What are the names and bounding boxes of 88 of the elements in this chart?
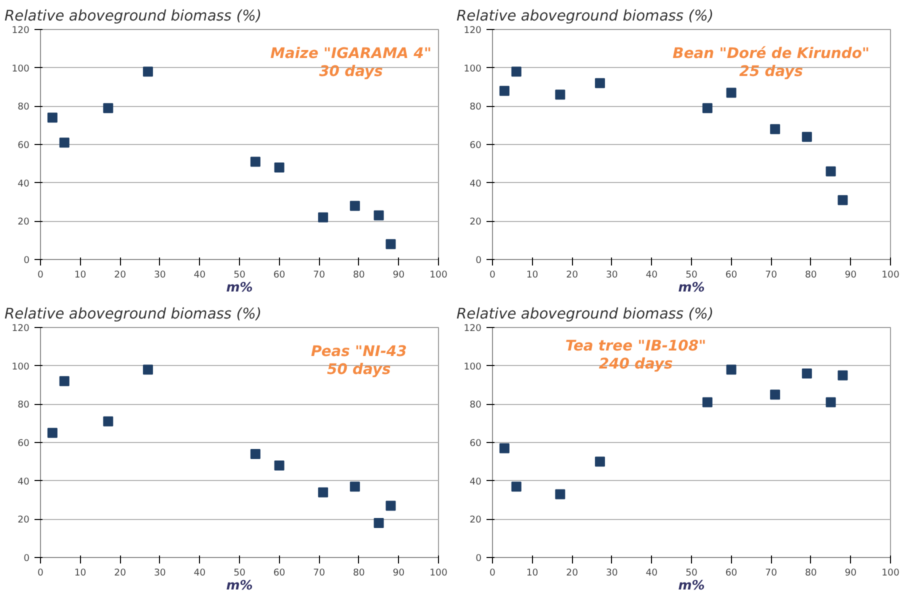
x-tick-label: 40 xyxy=(646,270,658,280)
y-tick-label: 80 xyxy=(18,102,30,113)
x-tick-label: 30 xyxy=(154,270,166,280)
y-tick-label: 100 xyxy=(12,63,30,74)
y-tick-label: 20 xyxy=(18,514,30,526)
y-tick-label: 120 xyxy=(464,25,482,36)
y-axis-title: Relative aboveground biomass (%) xyxy=(456,8,714,24)
x-tick-label: 30 xyxy=(606,568,618,578)
x-tick-label: 60 xyxy=(273,270,286,280)
y-tick-label: 120 xyxy=(12,323,30,334)
x-axis-title: m% xyxy=(678,578,705,594)
x-tick-label: 30 xyxy=(606,270,618,280)
x-tick-label: 40 xyxy=(646,568,658,578)
x-tick-label: 10 xyxy=(74,270,86,280)
y-tick-label: 80 xyxy=(470,400,482,411)
y-tick-label: 40 xyxy=(470,178,482,190)
x-tick-label: 50 xyxy=(234,568,246,578)
x-tick-label: 0 xyxy=(38,568,44,578)
x-tick-label: 0 xyxy=(38,270,44,280)
x-tick-label: 20 xyxy=(566,270,578,280)
x-tick-label: 80 xyxy=(352,568,365,578)
annotation: 25 days xyxy=(739,63,804,80)
y-tick-label: 20 xyxy=(18,216,30,228)
x-tick-label: 40 xyxy=(194,270,206,280)
annotation: Peas "NI-43 xyxy=(310,343,407,360)
y-tick-label: 20 xyxy=(470,216,482,228)
y-tick-label: 120 xyxy=(464,323,482,334)
y-tick-label: 100 xyxy=(12,361,30,372)
x-tick-label: 50 xyxy=(686,568,698,578)
y-tick-label: 80 xyxy=(18,400,30,411)
y-tick-label: 0 xyxy=(24,255,30,266)
x-tick-label: 100 xyxy=(882,568,900,578)
annotation: 240 days xyxy=(598,355,674,372)
x-tick-label: 50 xyxy=(686,270,698,280)
annotation: 50 days xyxy=(327,361,392,378)
x-axis-title: m% xyxy=(678,280,705,296)
x-tick-label: 50 xyxy=(234,270,246,280)
annotation: Maize "IGARAMA 4" xyxy=(270,45,432,62)
annotation: 30 days xyxy=(319,63,384,80)
x-tick-label: 60 xyxy=(725,270,738,280)
y-tick-label: 40 xyxy=(18,476,30,488)
y-axis-title: Relative aboveground biomass (%) xyxy=(456,306,714,322)
y-tick-label: 0 xyxy=(24,553,30,564)
y-tick-label: 40 xyxy=(18,178,30,190)
y-tick-label: 80 xyxy=(470,102,482,113)
x-tick-label: 40 xyxy=(194,568,206,578)
y-tick-label: 0 xyxy=(476,553,482,564)
x-tick-label: 80 xyxy=(352,270,365,280)
x-tick-label: 0 xyxy=(490,270,496,280)
x-tick-label: 70 xyxy=(765,270,778,280)
y-tick-label: 60 xyxy=(18,438,30,449)
x-tick-label: 10 xyxy=(526,270,538,280)
x-tick-label: 10 xyxy=(526,568,538,578)
y-axis-title: Relative aboveground biomass (%) xyxy=(4,306,262,322)
x-tick-label: 20 xyxy=(114,270,126,280)
x-tick-label: 60 xyxy=(725,568,738,578)
y-tick-label: 100 xyxy=(464,63,482,74)
y-tick-label: 60 xyxy=(470,438,482,449)
x-tick-label: 90 xyxy=(844,270,857,280)
x-tick-label: 10 xyxy=(74,568,86,578)
x-tick-label: 80 xyxy=(804,568,817,578)
y-tick-label: 60 xyxy=(18,140,30,151)
y-tick-label: 100 xyxy=(464,361,482,372)
x-tick-label: 90 xyxy=(392,568,405,578)
y-tick-label: 60 xyxy=(470,140,482,151)
x-tick-label: 70 xyxy=(765,568,778,578)
x-tick-label: 100 xyxy=(430,270,448,280)
x-tick-label: 70 xyxy=(313,568,326,578)
x-tick-label: 100 xyxy=(882,270,900,280)
x-tick-label: 90 xyxy=(844,568,857,578)
x-tick-label: 100 xyxy=(430,568,448,578)
x-tick-label: 20 xyxy=(114,568,126,578)
x-axis-title: m% xyxy=(226,578,253,594)
x-tick-label: 70 xyxy=(313,270,326,280)
y-tick-label: 40 xyxy=(470,476,482,488)
x-tick-label: 60 xyxy=(273,568,286,578)
annotation: Tea tree "IB-108" xyxy=(565,337,706,354)
y-axis-title: Relative aboveground biomass (%) xyxy=(4,8,262,24)
annotation: Bean "Doré de Kirundo" xyxy=(672,45,870,62)
y-tick-label: 20 xyxy=(470,514,482,526)
y-tick-label: 0 xyxy=(476,255,482,266)
x-tick-label: 30 xyxy=(154,568,166,578)
x-axis-title: m% xyxy=(226,280,253,296)
x-tick-label: 20 xyxy=(566,568,578,578)
x-tick-label: 80 xyxy=(804,270,817,280)
y-tick-label: 120 xyxy=(12,25,30,36)
x-tick-label: 90 xyxy=(392,270,405,280)
x-tick-label: 0 xyxy=(490,568,496,578)
